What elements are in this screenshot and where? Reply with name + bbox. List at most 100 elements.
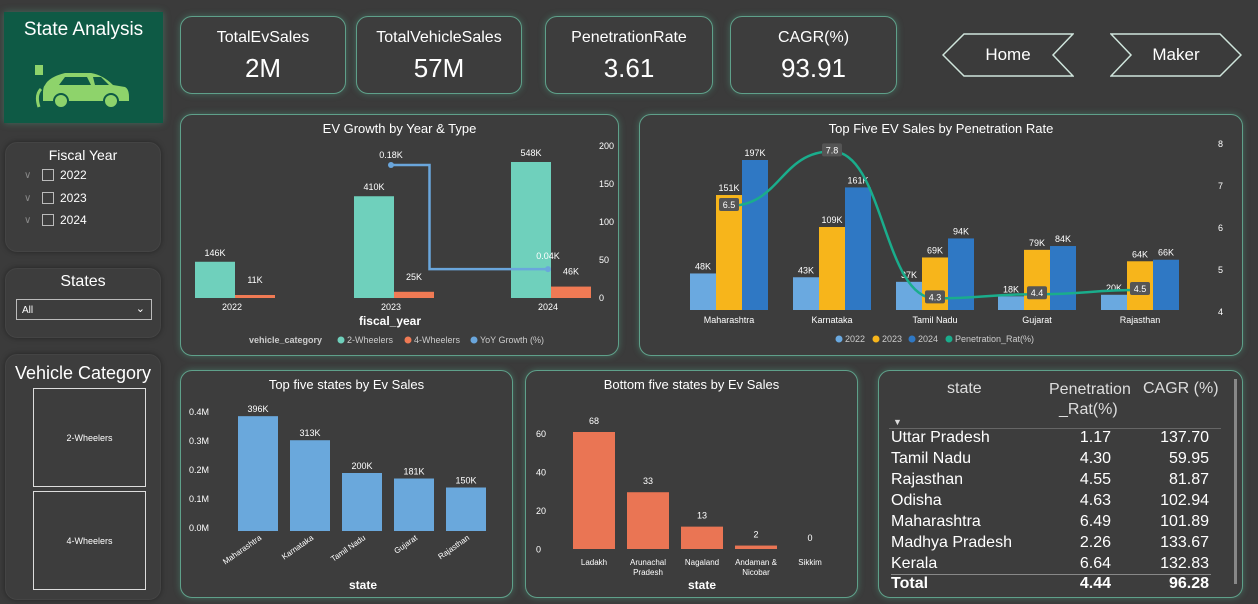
- table-scrollbar[interactable]: [1234, 379, 1237, 584]
- checkbox[interactable]: [42, 192, 54, 204]
- data-label: 548K: [520, 148, 541, 158]
- table-header-divider: [889, 428, 1221, 429]
- cell-cagr: 81.87: [1168, 471, 1209, 488]
- legend-marker: [872, 335, 880, 343]
- table-row[interactable]: Uttar Pradesh 1.17 137.70: [891, 429, 1211, 450]
- ev-car-icon: [35, 65, 129, 109]
- bottom-five-states-chart: Bottom five states by Ev Sales 60 40 20 0 68…: [525, 370, 858, 598]
- legend-marker: [404, 336, 412, 344]
- y-tick-label: 0.0M: [189, 523, 209, 533]
- fiscal-year-option-2022[interactable]: ∨ 2022: [24, 168, 87, 182]
- kpi-cagr: CAGR(%) 93.91: [730, 16, 897, 94]
- x-tick-label: Nicobar: [742, 568, 770, 577]
- states-dropdown[interactable]: All ⌄: [16, 299, 152, 320]
- chevron-down-icon[interactable]: ∨: [24, 214, 32, 226]
- chevron-down-icon: ⌄: [135, 303, 145, 315]
- bar-2022: [896, 281, 922, 310]
- y-tick-label: 0.2M: [189, 465, 209, 475]
- top-five-states-chart: Top five states by Ev Sales 0.4M 0.3M 0.2M…: [180, 370, 513, 598]
- y2-tick-label: 4: [1218, 307, 1223, 317]
- table-row[interactable]: Rajasthan 4.55 81.87: [891, 471, 1211, 492]
- y-tick-label: 0.4M: [189, 407, 209, 417]
- data-label: 150K: [455, 476, 476, 486]
- table-row[interactable]: Tamil Nadu 4.30 59.95: [891, 450, 1211, 471]
- x-tick-label: Maharashtra: [221, 533, 263, 566]
- x-tick-label: Sikkim: [798, 558, 822, 567]
- kpi-value: 57M: [413, 53, 465, 83]
- header-cagr[interactable]: CAGR (%): [1143, 380, 1219, 397]
- sort-desc-icon[interactable]: ▼: [893, 417, 902, 427]
- data-label-bg: [822, 143, 842, 157]
- y-tick-label: 0.1M: [189, 494, 209, 504]
- cell-pen: 6.64: [1079, 555, 1111, 572]
- legend-marker: [470, 336, 478, 344]
- data-label: 64K: [1132, 249, 1148, 259]
- chevron-down-icon[interactable]: ∨: [24, 192, 32, 204]
- data-label: 94K: [953, 226, 969, 236]
- states-dropdown-value: All: [22, 305, 34, 316]
- y-tick-label: 40: [536, 468, 546, 478]
- data-label: 7.8: [826, 145, 839, 155]
- table-row[interactable]: Kerala 6.64 132.83: [891, 555, 1211, 574]
- maker-button-shape: [1110, 33, 1242, 77]
- data-label: 69K: [927, 245, 943, 255]
- vehicle-option-4-wheelers[interactable]: 4-Wheelers: [33, 491, 146, 590]
- vehicle-category-slicer: Vehicle Category 2-Wheelers 4-Wheelers: [5, 354, 161, 600]
- checkbox[interactable]: [42, 214, 54, 226]
- header-state[interactable]: state: [947, 380, 982, 397]
- x-axis-title: state: [349, 578, 377, 592]
- data-label: 197K: [744, 148, 765, 158]
- x-tick-label: 2023: [381, 302, 401, 312]
- y2-tick-label: 5: [1218, 265, 1223, 275]
- data-label-bg: [925, 290, 945, 304]
- y-tick-label: 0.3M: [189, 436, 209, 446]
- bar-state: [394, 478, 434, 531]
- fiscal-year-option-2023[interactable]: ∨ 2023: [24, 191, 87, 205]
- bar-2023: [716, 195, 742, 310]
- bar-state: [290, 440, 330, 531]
- data-label: 2: [753, 530, 758, 540]
- data-label: 84K: [1055, 234, 1071, 244]
- penetration-chart: Top Five EV Sales by Penetration Rate 48…: [639, 114, 1243, 356]
- data-label-bg: [1130, 282, 1150, 295]
- bar-2022: [793, 277, 819, 310]
- data-label: 13: [697, 511, 707, 521]
- kpi-total-ev-sales: TotalEvSales 2M: [180, 16, 346, 94]
- states-slicer: States All ⌄: [5, 268, 161, 338]
- home-button[interactable]: Home: [942, 33, 1074, 77]
- bar-4-wheelers: [551, 286, 591, 298]
- data-label: 4.3: [929, 292, 942, 302]
- data-label: 66K: [1158, 248, 1174, 258]
- cell-cagr: 101.89: [1160, 513, 1209, 530]
- bar-2024: [1050, 246, 1076, 310]
- data-label: 0.18K: [379, 150, 403, 160]
- ev-growth-plot: 146K 11K 2022 410K 25K 2023 548K 46K 2024 0.18K 0.…: [195, 141, 614, 345]
- data-label: 68: [589, 416, 599, 426]
- y-tick-label: 60: [536, 429, 546, 439]
- header-penetration[interactable]: Penetration _Rat(%): [1049, 380, 1131, 420]
- kpi-value: 3.61: [603, 53, 655, 83]
- data-label: 43K: [798, 265, 814, 275]
- home-button-shape: [942, 33, 1074, 77]
- maker-button[interactable]: Maker: [1110, 33, 1242, 77]
- penetration-line: [728, 150, 1141, 300]
- vehicle-option-2-wheelers[interactable]: 2-Wheelers: [33, 388, 146, 487]
- chevron-down-icon[interactable]: ∨: [24, 169, 32, 181]
- y2-tick-label: 100: [599, 217, 614, 227]
- y2-tick-label: 200: [599, 141, 614, 151]
- chart-title: EV Growth by Year & Type: [322, 121, 477, 136]
- cell-state: Kerala: [891, 555, 938, 572]
- checkbox[interactable]: [42, 169, 54, 181]
- kpi-value: 2M: [244, 53, 282, 83]
- bar-2023: [819, 227, 845, 310]
- total-cagr: 96.28: [1168, 575, 1209, 592]
- table-row[interactable]: Maharashtra 6.49 101.89: [891, 513, 1211, 534]
- bottom-five-plot: 604020068Ladakh33ArunachalPradesh13Nagal…: [536, 416, 822, 592]
- bar-2022: [998, 296, 1024, 310]
- y2-tick-label: 50: [599, 255, 609, 265]
- table-row[interactable]: Madhya Pradesh 2.26 133.67: [891, 534, 1211, 555]
- table-row[interactable]: Odisha 4.63 102.94: [891, 492, 1211, 513]
- x-tick-label: Andaman &: [735, 558, 777, 567]
- fiscal-year-option-2024[interactable]: ∨ 2024: [24, 213, 87, 227]
- x-tick-label: Ladakh: [581, 558, 607, 567]
